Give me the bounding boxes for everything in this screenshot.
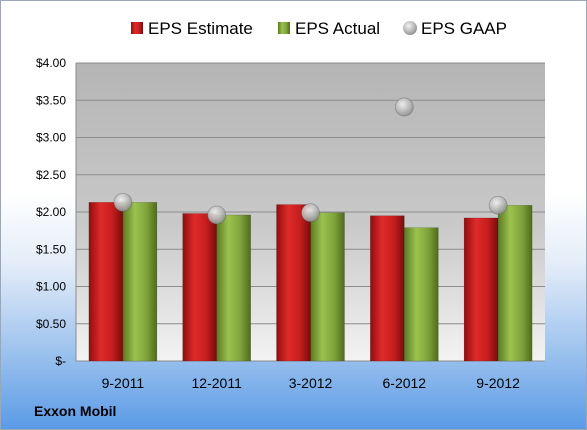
bar-eps-actual: [497, 205, 533, 362]
gaap-marker: [394, 97, 414, 117]
gaap-marker: [301, 203, 320, 223]
x-tick-label: 3-2012: [289, 375, 333, 391]
x-tick-label: 9-2012: [476, 375, 520, 391]
bar-eps-estimate: [276, 204, 311, 362]
y-tick-label: $4.00: [36, 56, 66, 70]
gaap-markers: [113, 97, 508, 225]
y-tick-label: $3.50: [36, 93, 66, 107]
y-tick-label: $1.00: [36, 280, 66, 294]
bar-eps-actual: [404, 227, 439, 362]
legend-label: EPS Estimate: [148, 19, 253, 38]
gaap-marker: [207, 205, 227, 225]
x-tick-label: 9-2011: [102, 375, 145, 391]
bar-eps-actual: [216, 214, 251, 362]
y-tick-label: $0.50: [36, 317, 66, 331]
bar-eps-estimate: [88, 202, 124, 362]
legend-swatch: [278, 22, 290, 34]
company-label: Exxon Mobil: [34, 403, 117, 419]
bar-eps-actual: [310, 212, 345, 362]
gaap-marker: [488, 195, 508, 215]
legend-swatch: [131, 22, 143, 34]
bar-eps-actual: [122, 202, 158, 362]
bars: [88, 202, 533, 362]
x-axis: 9-2011 12-2011 3-2012 6-2012 9-2012: [102, 375, 520, 391]
bar-eps-estimate: [370, 215, 405, 362]
y-tick-label: $-: [55, 354, 66, 368]
legend-label: EPS Actual: [295, 19, 380, 38]
y-tick-label: $2.50: [36, 168, 66, 182]
x-tick-label: 12-2011: [192, 375, 243, 391]
legend: EPS Estimate EPS Actual EPS GAAP: [131, 19, 507, 38]
x-tick-label: 6-2012: [383, 375, 427, 391]
y-tick-label: $3.00: [36, 131, 66, 145]
y-tick-label: $2.00: [36, 205, 66, 219]
legend-swatch: [403, 21, 417, 35]
bar-eps-estimate: [463, 217, 499, 362]
y-tick-label: $1.50: [36, 242, 66, 256]
bar-eps-estimate: [182, 213, 217, 362]
gaap-marker: [113, 192, 133, 212]
y-axis: $- $0.50 $1.00 $1.50 $2.00 $2.50 $3.00 $3.50 $4.…: [36, 56, 77, 368]
legend-label: EPS GAAP: [421, 19, 507, 38]
